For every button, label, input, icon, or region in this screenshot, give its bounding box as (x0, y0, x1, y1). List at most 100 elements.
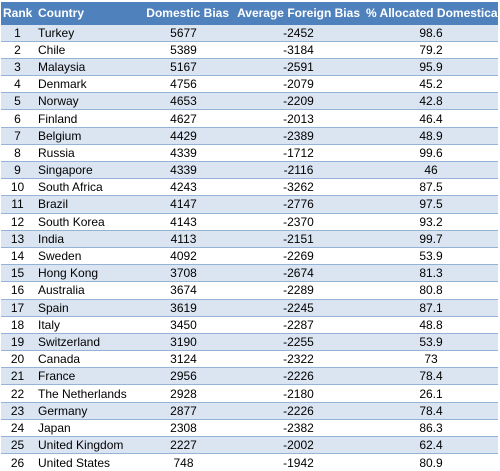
cell-average-foreign-bias[interactable]: -1712 (233, 143, 364, 162)
cell-country[interactable]: Chile (34, 40, 134, 59)
cell-domestic-bias[interactable]: 4147 (134, 195, 233, 214)
cell-country[interactable]: Denmark (34, 75, 134, 93)
cell-country[interactable]: Spain (34, 298, 134, 317)
cell-domestic-bias[interactable]: 2308 (134, 418, 233, 437)
cell-pct-allocated-domestically[interactable]: 73 (364, 350, 498, 368)
cell-average-foreign-bias[interactable]: -2226 (233, 401, 364, 420)
cell-rank[interactable]: 23 (1, 401, 34, 420)
cell-country[interactable]: Norway (34, 92, 134, 110)
cell-average-foreign-bias[interactable]: -2180 (233, 384, 364, 403)
cell-country[interactable]: Belgium (34, 126, 134, 145)
cell-average-foreign-bias[interactable]: -2245 (233, 298, 364, 317)
cell-domestic-bias[interactable]: 3708 (134, 264, 233, 282)
cell-pct-allocated-domestically[interactable]: 97.5 (364, 195, 498, 214)
cell-domestic-bias[interactable]: 4627 (134, 109, 233, 128)
cell-average-foreign-bias[interactable]: -2776 (233, 195, 364, 214)
cell-rank[interactable]: 14 (1, 246, 34, 265)
cell-pct-allocated-domestically[interactable]: 99.7 (364, 229, 498, 248)
cell-pct-allocated-domestically[interactable]: 62.4 (364, 435, 498, 454)
cell-pct-allocated-domestically[interactable]: 86.3 (364, 418, 498, 437)
cell-average-foreign-bias[interactable]: -2591 (233, 57, 364, 76)
cell-average-foreign-bias[interactable]: -3262 (233, 178, 364, 196)
cell-country[interactable]: Canada (34, 350, 134, 368)
cell-pct-allocated-domestically[interactable]: 45.2 (364, 75, 498, 93)
cell-average-foreign-bias[interactable]: -2269 (233, 246, 364, 265)
header-average-foreign-bias[interactable]: Average Foreign Bias (233, 2, 364, 25)
cell-average-foreign-bias[interactable]: -2226 (233, 367, 364, 385)
cell-pct-allocated-domestically[interactable]: 53.9 (364, 246, 498, 265)
cell-country[interactable]: Singapore (34, 160, 134, 179)
cell-rank[interactable]: 18 (1, 315, 34, 334)
cell-domestic-bias[interactable]: 4339 (134, 143, 233, 162)
cell-country[interactable]: India (34, 229, 134, 248)
cell-country[interactable]: Japan (34, 418, 134, 437)
cell-rank[interactable]: 11 (1, 195, 34, 214)
cell-rank[interactable]: 16 (1, 281, 34, 299)
cell-pct-allocated-domestically[interactable]: 48.9 (364, 126, 498, 145)
cell-pct-allocated-domestically[interactable]: 95.9 (364, 57, 498, 76)
cell-average-foreign-bias[interactable]: -1942 (233, 453, 364, 471)
cell-country[interactable]: Brazil (34, 195, 134, 214)
cell-pct-allocated-domestically[interactable]: 79.2 (364, 40, 498, 59)
cell-average-foreign-bias[interactable]: -2389 (233, 126, 364, 145)
cell-average-foreign-bias[interactable]: -2674 (233, 264, 364, 282)
cell-average-foreign-bias[interactable]: -2002 (233, 435, 364, 454)
cell-domestic-bias[interactable]: 4092 (134, 246, 233, 265)
cell-domestic-bias[interactable]: 4113 (134, 229, 233, 248)
cell-rank[interactable]: 7 (1, 126, 34, 145)
cell-average-foreign-bias[interactable]: -2382 (233, 418, 364, 437)
cell-domestic-bias[interactable]: 2928 (134, 384, 233, 403)
header-domestic-bias[interactable]: Domestic Bias (134, 2, 233, 25)
cell-domestic-bias[interactable]: 3124 (134, 350, 233, 368)
cell-country[interactable]: Hong Kong (34, 264, 134, 282)
cell-domestic-bias[interactable]: 2956 (134, 367, 233, 385)
cell-rank[interactable]: 10 (1, 178, 34, 196)
cell-rank[interactable]: 9 (1, 160, 34, 179)
cell-pct-allocated-domestically[interactable]: 42.8 (364, 92, 498, 110)
cell-country[interactable]: United Kingdom (34, 435, 134, 454)
cell-average-foreign-bias[interactable]: -2287 (233, 315, 364, 334)
cell-country[interactable]: Russia (34, 143, 134, 162)
cell-average-foreign-bias[interactable]: -2370 (233, 212, 364, 231)
cell-rank[interactable]: 8 (1, 143, 34, 162)
cell-rank[interactable]: 15 (1, 264, 34, 282)
cell-average-foreign-bias[interactable]: -2013 (233, 109, 364, 128)
cell-rank[interactable]: 20 (1, 350, 34, 368)
cell-pct-allocated-domestically[interactable]: 87.5 (364, 178, 498, 196)
cell-rank[interactable]: 21 (1, 367, 34, 385)
cell-country[interactable]: Malaysia (34, 57, 134, 76)
header-country[interactable]: Country (34, 2, 134, 25)
cell-pct-allocated-domestically[interactable]: 26.1 (364, 384, 498, 403)
cell-country[interactable]: Sweden (34, 246, 134, 265)
cell-pct-allocated-domestically[interactable]: 87.1 (364, 298, 498, 317)
cell-average-foreign-bias[interactable]: -2255 (233, 332, 364, 351)
cell-rank[interactable]: 3 (1, 57, 34, 76)
cell-country[interactable]: Finland (34, 109, 134, 128)
cell-pct-allocated-domestically[interactable]: 99.6 (364, 143, 498, 162)
cell-rank[interactable]: 6 (1, 109, 34, 128)
cell-rank[interactable]: 25 (1, 435, 34, 454)
cell-rank[interactable]: 24 (1, 418, 34, 437)
cell-domestic-bias[interactable]: 4653 (134, 92, 233, 110)
cell-pct-allocated-domestically[interactable]: 81.3 (364, 264, 498, 282)
cell-domestic-bias[interactable]: 2227 (134, 435, 233, 454)
cell-average-foreign-bias[interactable]: -3184 (233, 40, 364, 59)
cell-country[interactable]: Australia (34, 281, 134, 299)
cell-average-foreign-bias[interactable]: -2151 (233, 229, 364, 248)
cell-pct-allocated-domestically[interactable]: 48.8 (364, 315, 498, 334)
cell-pct-allocated-domestically[interactable]: 46 (364, 160, 498, 179)
cell-pct-allocated-domestically[interactable]: 98.6 (364, 23, 498, 42)
cell-domestic-bias[interactable]: 748 (134, 453, 233, 471)
cell-rank[interactable]: 2 (1, 40, 34, 59)
cell-pct-allocated-domestically[interactable]: 93.2 (364, 212, 498, 231)
cell-average-foreign-bias[interactable]: -2452 (233, 23, 364, 42)
cell-rank[interactable]: 17 (1, 298, 34, 317)
cell-rank[interactable]: 22 (1, 384, 34, 403)
cell-domestic-bias[interactable]: 5389 (134, 40, 233, 59)
cell-rank[interactable]: 1 (1, 23, 34, 42)
cell-country[interactable]: South Korea (34, 212, 134, 231)
cell-pct-allocated-domestically[interactable]: 78.4 (364, 401, 498, 420)
cell-pct-allocated-domestically[interactable]: 53.9 (364, 332, 498, 351)
cell-country[interactable]: Italy (34, 315, 134, 334)
header-pct-allocated-domestically[interactable]: % Allocated Domestically (364, 2, 500, 25)
